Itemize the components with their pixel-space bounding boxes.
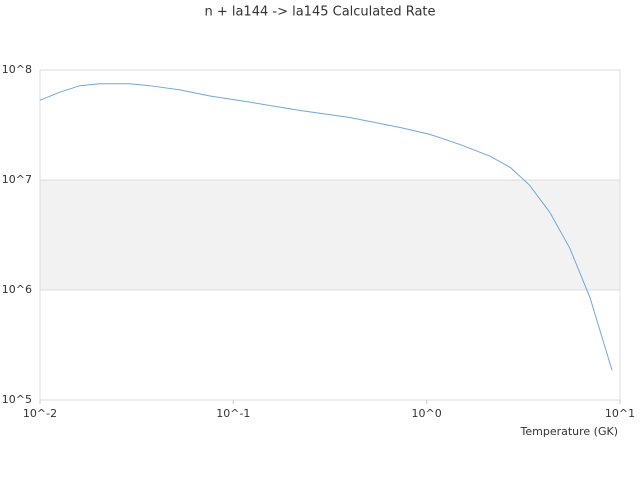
data-line — [39, 83, 613, 371]
y-tick-label: 10^8 — [2, 63, 32, 76]
x-tick-label: 10^1 — [605, 407, 635, 420]
chart-title: n + la144 -> la145 Calculated Rate — [204, 5, 435, 20]
x-tick-label: 10^-2 — [23, 407, 57, 420]
y-tick-label: 10^5 — [2, 393, 32, 406]
x-axis-label: Temperature (GK) — [520, 425, 619, 438]
x-tick-label: 10^0 — [412, 407, 442, 420]
x-tick-label: 10^-1 — [216, 407, 250, 420]
y-tick-label: 10^6 — [2, 283, 32, 296]
y-tick-label: 10^7 — [2, 173, 32, 186]
plot-band — [40, 180, 620, 290]
